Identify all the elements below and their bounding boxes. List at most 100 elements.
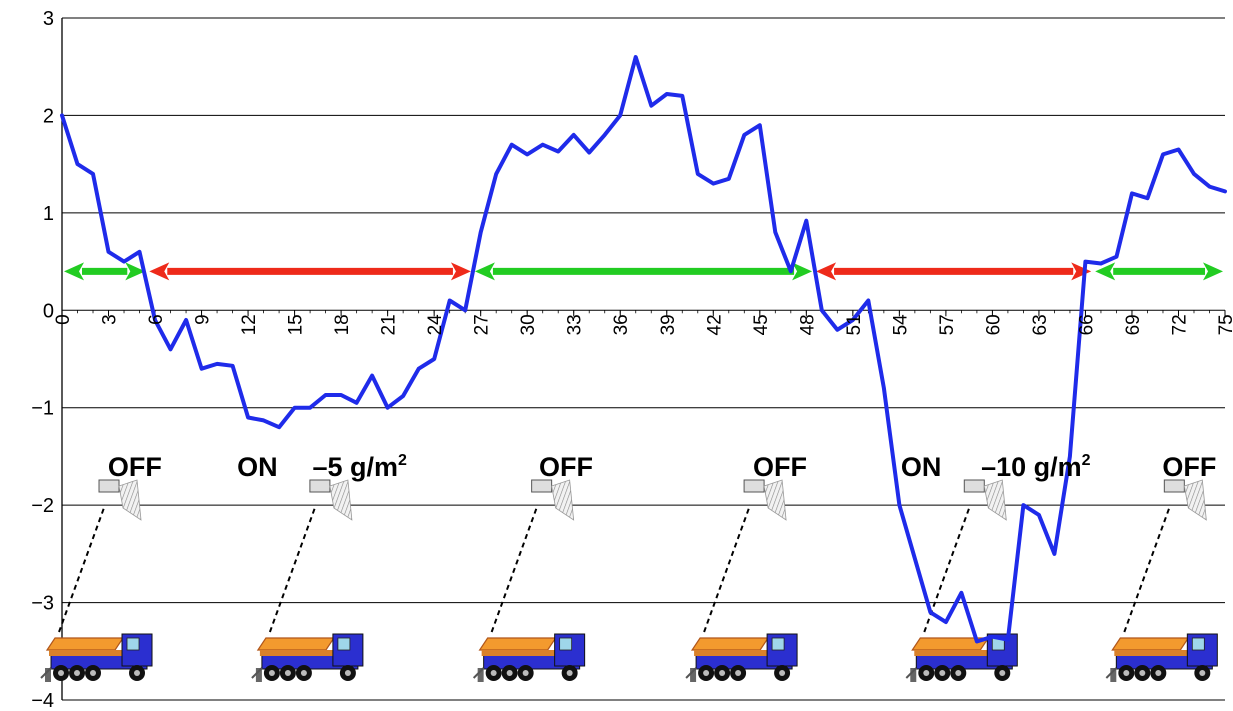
off-range-arrow bbox=[1095, 262, 1223, 281]
x-tick-label: 12 bbox=[239, 314, 260, 335]
salt-truck bbox=[685, 633, 798, 682]
nozzle-spray bbox=[763, 479, 787, 521]
salt-truck bbox=[1105, 633, 1218, 682]
spray-nozzle bbox=[309, 479, 353, 521]
truck-hub bbox=[779, 670, 786, 676]
x-tick-label: 51 bbox=[844, 314, 865, 335]
truck-hub bbox=[566, 670, 573, 676]
y-tick-label: −2 bbox=[31, 495, 54, 517]
y-tick-label: −4 bbox=[31, 690, 54, 711]
truck-hopper-base bbox=[49, 650, 126, 656]
truck-spreader-arm bbox=[685, 667, 697, 679]
truck-window bbox=[337, 637, 351, 651]
truck-hub bbox=[1155, 670, 1162, 676]
truck-spreader bbox=[910, 668, 917, 682]
off-range-arrow bbox=[64, 262, 146, 281]
truck-spreader-arm bbox=[472, 667, 485, 679]
truck-spreader bbox=[45, 668, 52, 682]
truck-spreader bbox=[477, 668, 484, 682]
annotation-label: ON bbox=[901, 452, 942, 482]
x-tick-label: 69 bbox=[1123, 314, 1144, 335]
truck-hub bbox=[58, 670, 65, 676]
annotation-label: OFF bbox=[1162, 452, 1216, 482]
x-tick-label: 21 bbox=[379, 314, 400, 335]
truck-hopper bbox=[256, 637, 336, 651]
arrow-head bbox=[1203, 262, 1223, 281]
x-tick-label: 18 bbox=[332, 314, 353, 335]
nozzle-spray bbox=[551, 479, 575, 521]
truck-hub bbox=[735, 670, 742, 676]
x-tick-label: 57 bbox=[937, 314, 958, 335]
x-tick-label: 36 bbox=[611, 314, 632, 335]
x-tick-label: 3 bbox=[100, 314, 121, 325]
nozzle-spray bbox=[983, 479, 1007, 521]
x-tick-label: 60 bbox=[983, 314, 1004, 335]
x-tick-label: 45 bbox=[751, 314, 772, 335]
dashed-leader-line bbox=[703, 504, 752, 633]
truck-spreader-arm bbox=[1105, 667, 1118, 679]
x-tick-label: 27 bbox=[472, 314, 493, 335]
truck-hub bbox=[939, 670, 946, 676]
truck-hub bbox=[268, 670, 275, 676]
x-tick-label: 54 bbox=[890, 314, 911, 336]
annotation-label: OFF bbox=[108, 452, 162, 482]
truck-hub bbox=[1199, 670, 1206, 676]
arrow-head bbox=[1071, 262, 1092, 281]
truck-hopper bbox=[1111, 637, 1190, 651]
truck-hub bbox=[300, 670, 307, 676]
truck-hopper-base bbox=[259, 650, 336, 656]
nozzle-spray bbox=[329, 479, 353, 521]
series-line bbox=[60, 55, 1227, 644]
nozzle-spray bbox=[1183, 479, 1207, 521]
x-tick-label: 9 bbox=[193, 314, 214, 325]
dashed-leader-line bbox=[268, 504, 317, 633]
truck-hopper-base bbox=[914, 650, 991, 656]
spray-nozzle bbox=[98, 479, 142, 521]
truck-window bbox=[559, 637, 573, 651]
annotation-label: ON bbox=[237, 452, 278, 482]
truck-hub bbox=[719, 670, 726, 676]
y-tick-label: −1 bbox=[31, 398, 54, 420]
truck-hub bbox=[284, 670, 291, 676]
y-tick-label: 2 bbox=[43, 105, 54, 127]
arrow-head bbox=[149, 262, 170, 281]
dashed-leader-line bbox=[1123, 504, 1172, 633]
truck-spreader-arm bbox=[40, 667, 52, 679]
truck-hub bbox=[490, 670, 497, 676]
arrow-head bbox=[792, 262, 813, 281]
spray-nozzle bbox=[1163, 479, 1207, 521]
annotation-label: –5 g/m2 bbox=[313, 452, 408, 482]
x-tick-label: 42 bbox=[704, 314, 725, 335]
arrow-head bbox=[816, 262, 837, 281]
annotation-label: –10 g/m2 bbox=[981, 452, 1091, 482]
off-range-arrow bbox=[474, 262, 813, 281]
spray-nozzle bbox=[531, 479, 575, 521]
x-tick-label: 63 bbox=[1030, 314, 1051, 335]
x-tick-label: 30 bbox=[518, 314, 539, 335]
truck-window bbox=[771, 637, 785, 651]
truck-window bbox=[126, 637, 140, 651]
dashed-leader-line bbox=[490, 504, 539, 633]
annotation-label: OFF bbox=[753, 452, 807, 482]
x-tick-label: 39 bbox=[658, 314, 679, 335]
truck-spreader bbox=[1110, 668, 1117, 682]
dashed-leader-line bbox=[58, 504, 106, 633]
truck-hopper bbox=[45, 637, 125, 651]
x-tick-label: 66 bbox=[1076, 314, 1097, 335]
truck-hub bbox=[506, 670, 513, 676]
annotation-superscript: 2 bbox=[398, 452, 407, 469]
salt-truck bbox=[905, 633, 1018, 682]
x-tick-label: 33 bbox=[565, 314, 586, 335]
truck-hub bbox=[344, 670, 351, 676]
truck-hub bbox=[134, 670, 141, 676]
y-tick-label: −3 bbox=[31, 593, 54, 615]
x-tick-label: 48 bbox=[797, 314, 818, 335]
arrow-head bbox=[474, 262, 495, 281]
x-tick-label: 24 bbox=[425, 314, 446, 336]
x-tick-label: 72 bbox=[1169, 314, 1190, 335]
truck-hopper-base bbox=[481, 650, 558, 656]
annotation-label: OFF bbox=[539, 452, 593, 482]
truck-hub bbox=[955, 670, 962, 676]
x-tick-label: 75 bbox=[1216, 314, 1233, 335]
